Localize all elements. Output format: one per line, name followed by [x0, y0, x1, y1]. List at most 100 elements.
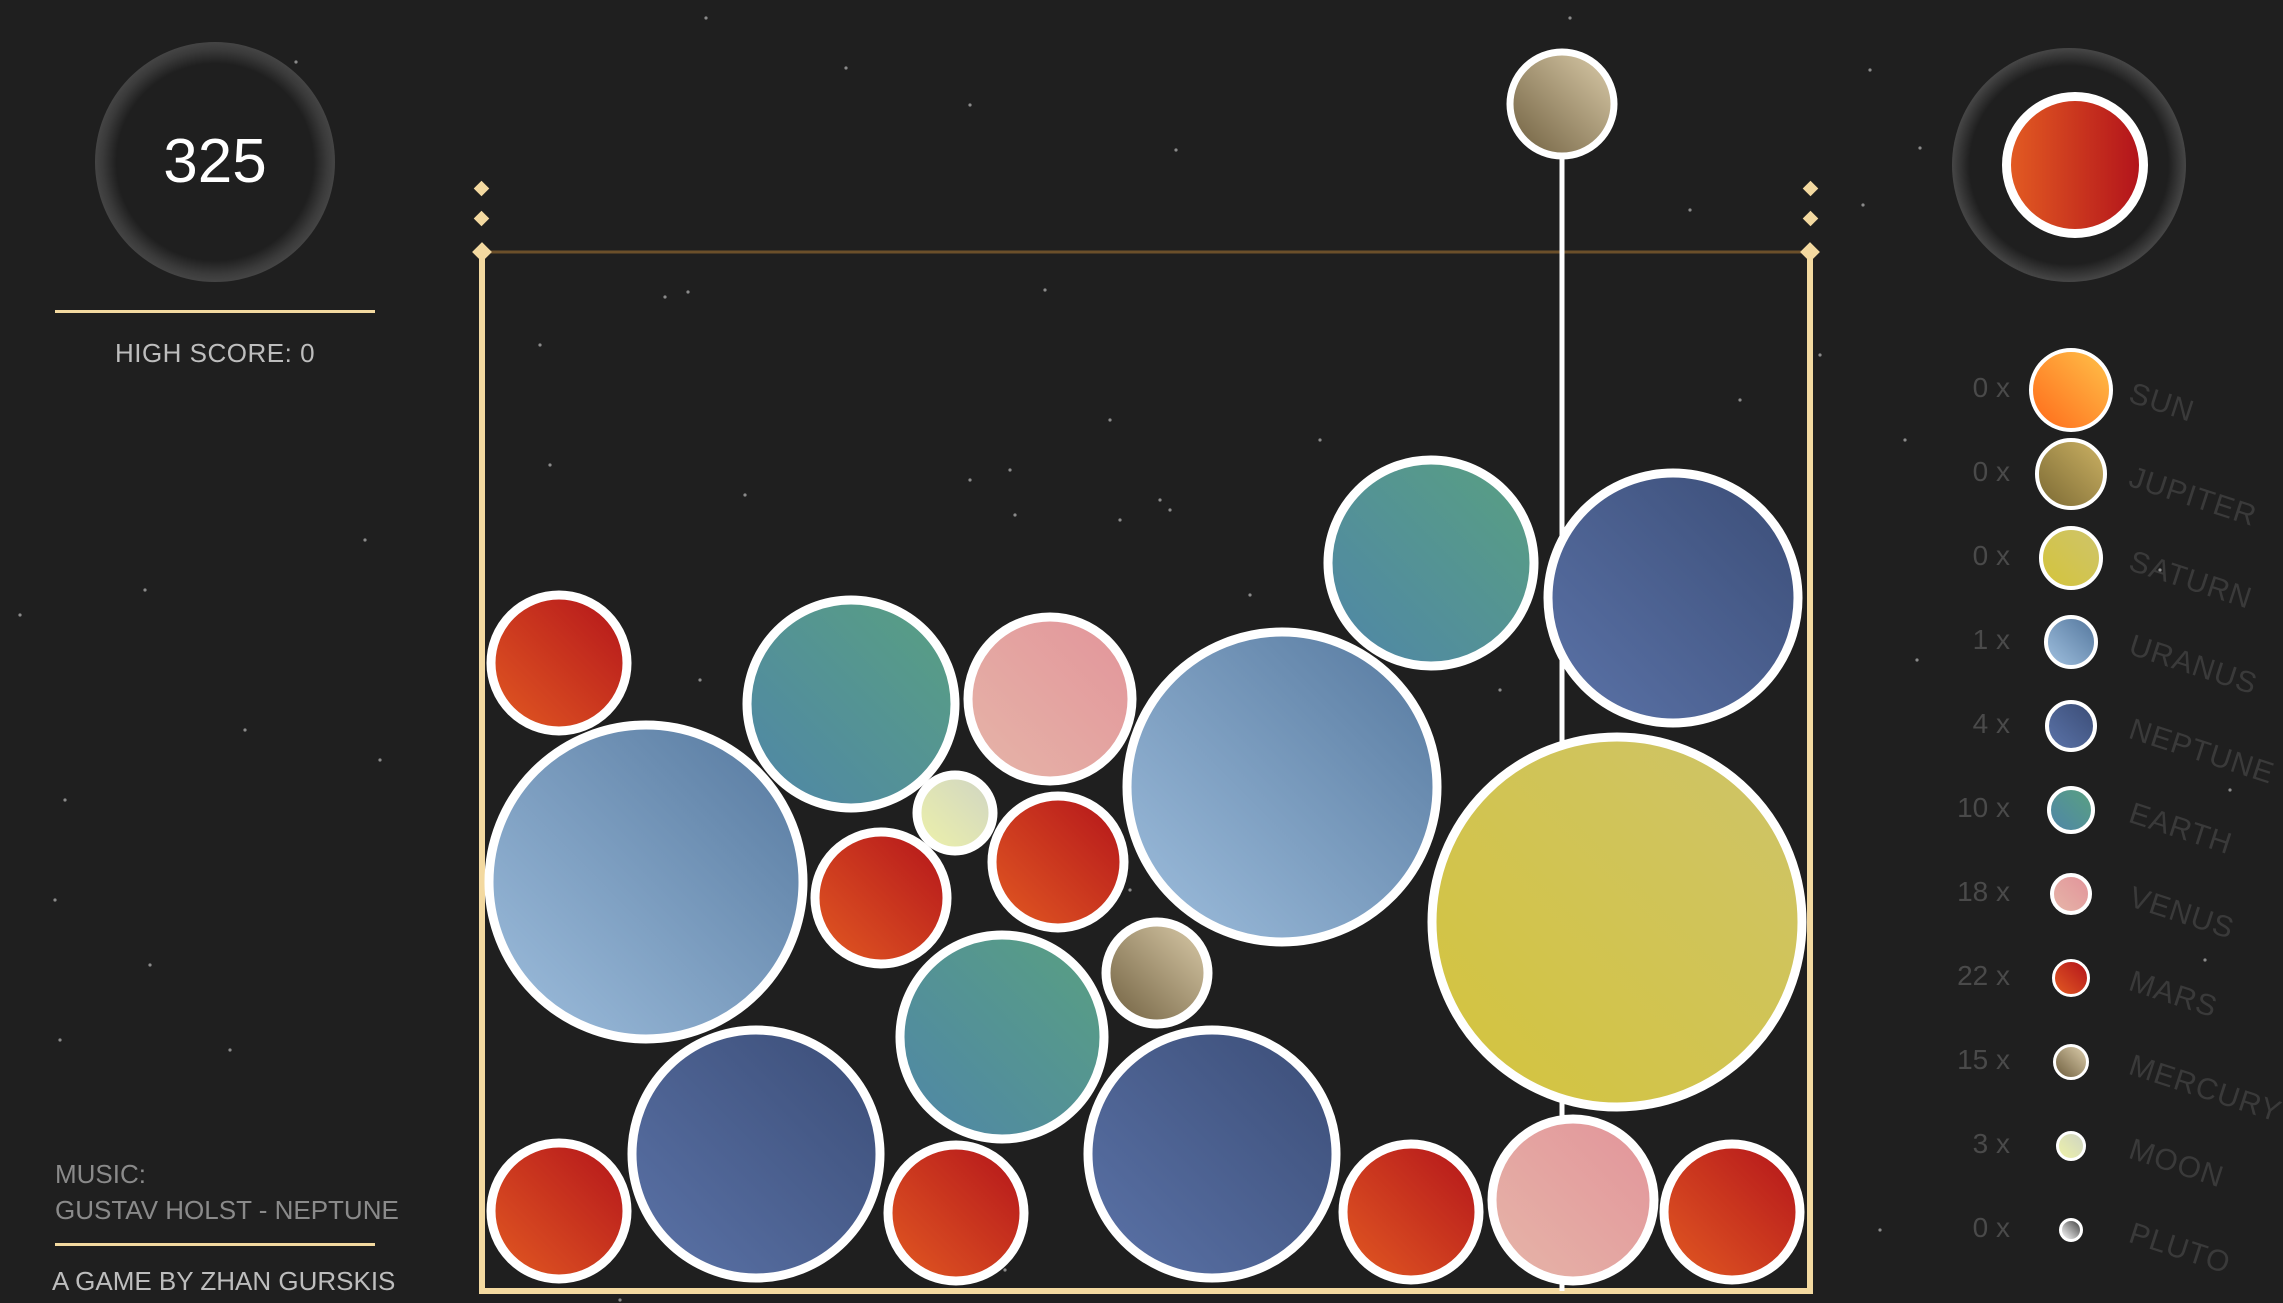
- star: [968, 478, 972, 482]
- star: [1738, 398, 1742, 402]
- star: [548, 463, 552, 467]
- star: [1008, 468, 1012, 472]
- star: [58, 1038, 62, 1042]
- planet-earth: [1323, 455, 1539, 671]
- star: [1878, 1228, 1882, 1232]
- legend-row-uranus: 1 x URANUS: [1930, 612, 2283, 701]
- score-ring: [95, 42, 335, 282]
- legend-row-mercury: 15 x MERCURY: [1930, 1032, 2283, 1129]
- credit-divider: [55, 1243, 375, 1246]
- planet-mars: [1338, 1139, 1484, 1285]
- star: [1128, 888, 1132, 892]
- planet-earth: [742, 595, 960, 813]
- container-walls: [479, 252, 1813, 1294]
- high-score-label: HIGH SCORE: 0: [114, 338, 316, 368]
- score-value: 325: [163, 127, 267, 196]
- star: [1013, 513, 1017, 517]
- star: [294, 60, 298, 64]
- legend-row-jupiter: 0 x JUPITER: [1930, 438, 2283, 533]
- star: [363, 538, 367, 542]
- star: [18, 613, 22, 617]
- star: [63, 798, 67, 802]
- star: [1568, 16, 1572, 20]
- planet-mercury: [1101, 917, 1213, 1029]
- star: [1868, 68, 1872, 72]
- star: [1174, 148, 1178, 152]
- planet-uranus: [484, 720, 808, 1044]
- star: [1903, 438, 1907, 442]
- score-divider: [55, 310, 375, 313]
- legend-count: 15 x: [1957, 1044, 2010, 1075]
- legend-count: 4 x: [1972, 708, 2010, 739]
- planet-neptune: [1543, 468, 1803, 728]
- legend-row-moon: 3 x MOON: [1930, 1116, 2283, 1194]
- planet-neptune: [627, 1025, 885, 1283]
- legend-planet-sun: [2029, 348, 2113, 432]
- legend-planet-earth: [2047, 786, 2095, 834]
- planet-earth: [895, 930, 1109, 1144]
- star: [1248, 593, 1252, 597]
- music-credit: MUSIC: GUSTAV HOLST - NEPTUNE: [55, 1156, 399, 1228]
- legend-planet-mercury: [2053, 1044, 2089, 1080]
- star: [704, 16, 708, 20]
- planet-mars: [1659, 1139, 1805, 1285]
- legend-planet-venus: [2050, 873, 2092, 915]
- legend-planet-neptune: [2045, 700, 2097, 752]
- planet-venus: [963, 612, 1137, 786]
- star: [1318, 438, 1322, 442]
- star: [538, 343, 542, 347]
- music-label: MUSIC:: [55, 1159, 146, 1189]
- legend-count: 18 x: [1957, 876, 2010, 907]
- legend-row-mars: 22 x MARS: [1930, 948, 2283, 1024]
- star: [1861, 203, 1865, 207]
- planet-venus: [1487, 1114, 1659, 1286]
- star: [1918, 146, 1922, 150]
- legend-row-sun: 0 x SUN: [1930, 348, 2283, 432]
- legend-count: 0 x: [1972, 372, 2010, 403]
- star: [148, 963, 152, 967]
- legend-count: 0 x: [1972, 540, 2010, 571]
- legend-count: 3 x: [1972, 1128, 2010, 1159]
- planet-mars: [883, 1140, 1029, 1286]
- game-credit: A GAME BY ZHAN GURSKIS: [52, 1266, 396, 1296]
- star: [2228, 788, 2232, 792]
- planet-mars: [810, 827, 952, 969]
- star: [1688, 208, 1692, 212]
- planet-neptune: [1083, 1025, 1341, 1283]
- right-wall-markers: [1800, 180, 1820, 262]
- star: [663, 295, 667, 299]
- legend-row-earth: 10 x EARTH: [1930, 780, 2283, 861]
- legend-count: 0 x: [1972, 456, 2010, 487]
- planet-moon: [912, 770, 998, 856]
- dropper-planet[interactable]: [1506, 48, 1618, 160]
- planet-mars: [987, 791, 1129, 933]
- star: [1498, 688, 1502, 692]
- star: [1818, 353, 1822, 357]
- legend-row-venus: 18 x VENUS: [1930, 864, 2283, 946]
- legend-planet-jupiter: [2035, 438, 2107, 510]
- legend-planet-saturn: [2039, 526, 2103, 590]
- star: [743, 493, 747, 497]
- star: [2203, 958, 2207, 962]
- star: [1915, 658, 1919, 662]
- legend-row-neptune: 4 x NEPTUNE: [1930, 696, 2283, 791]
- star: [618, 1298, 622, 1302]
- star: [53, 898, 57, 902]
- star: [844, 66, 848, 70]
- left-wall-markers: [472, 180, 492, 262]
- star: [1168, 508, 1172, 512]
- star: [1158, 498, 1162, 502]
- star: [143, 588, 147, 592]
- star: [1003, 1268, 1007, 1272]
- legend-count: 1 x: [1972, 624, 2010, 655]
- legend-planet-mars: [2052, 959, 2090, 997]
- legend-planet-pluto: [2059, 1218, 2083, 1242]
- star: [1118, 518, 1122, 522]
- legend-planet-moon: [2056, 1131, 2086, 1161]
- planet-mars: [486, 1138, 632, 1284]
- star: [378, 758, 382, 762]
- legend-count: 22 x: [1957, 960, 2010, 991]
- star: [1043, 288, 1047, 292]
- star: [243, 728, 247, 732]
